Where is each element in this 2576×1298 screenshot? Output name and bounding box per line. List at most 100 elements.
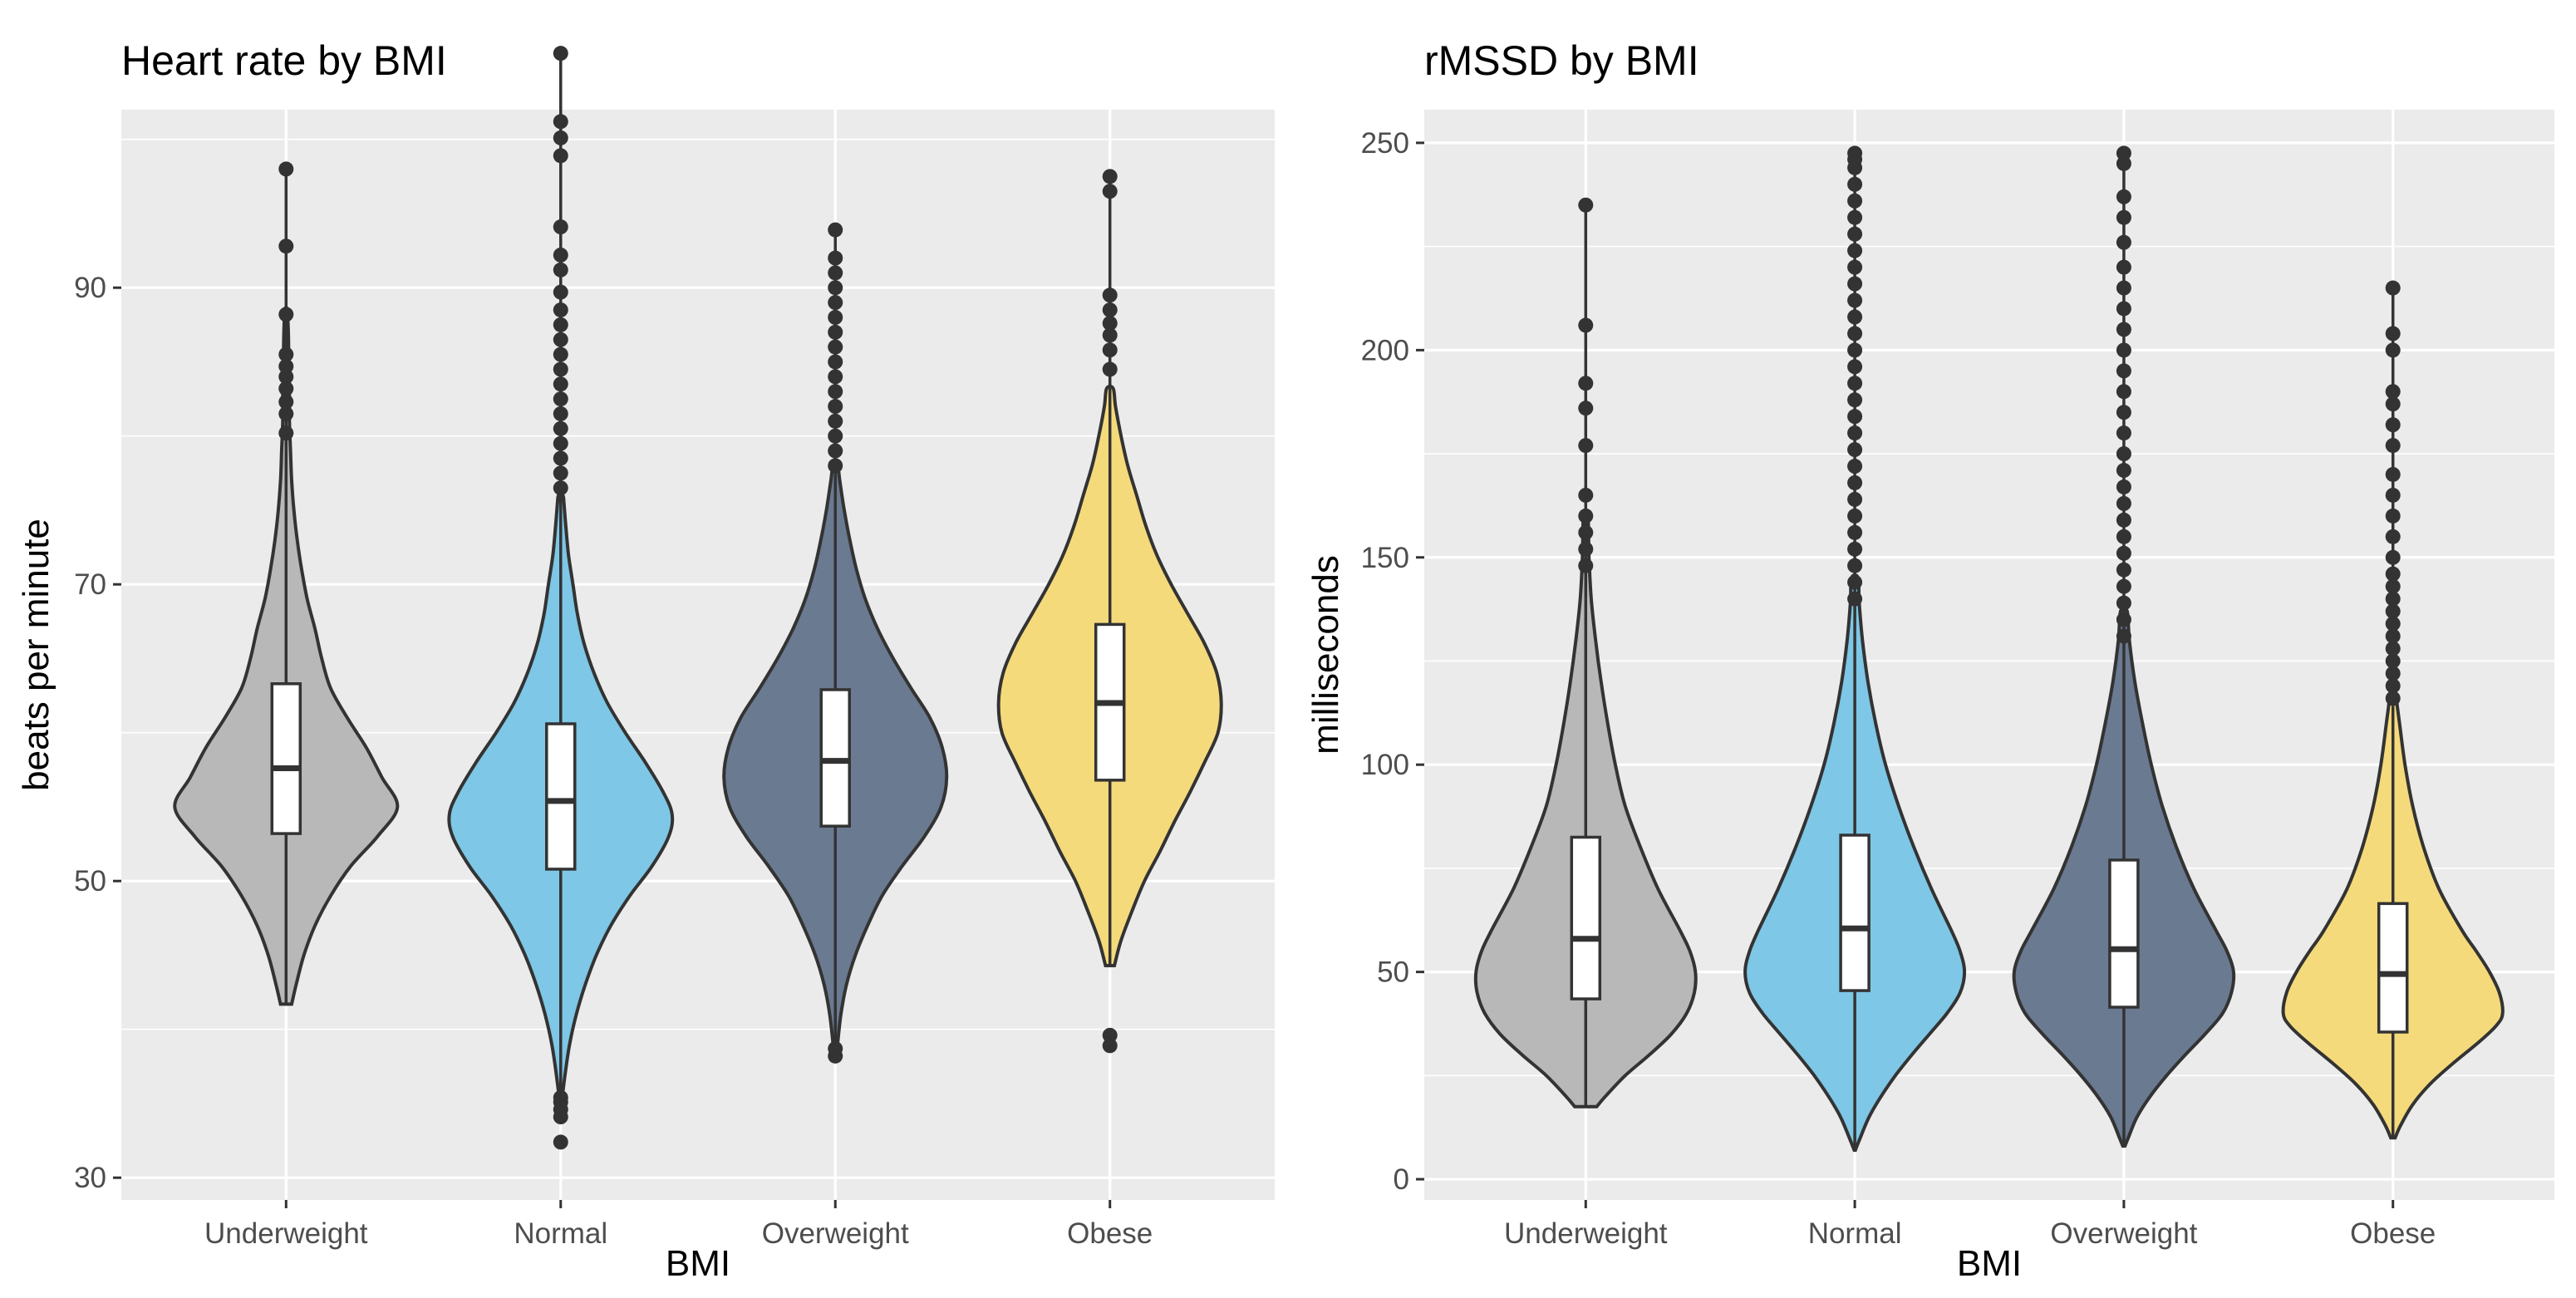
violin-group-obese <box>2281 280 2505 1140</box>
outlier-point <box>828 413 843 429</box>
x-axis-title: BMI <box>666 1243 730 1284</box>
violin-group-overweight <box>722 222 949 1064</box>
outlier-point <box>1102 1038 1118 1054</box>
x-tick-label: Obese <box>2350 1217 2436 1250</box>
outlier-point <box>278 381 294 396</box>
outlier-point <box>1847 145 1863 161</box>
outlier-point <box>2116 463 2131 479</box>
outlier-point <box>553 391 568 407</box>
outlier-point <box>2385 678 2401 694</box>
outlier-point <box>1102 169 1118 184</box>
outlier-point <box>1847 474 1863 490</box>
outlier-point <box>2116 234 2131 250</box>
outlier-point <box>1847 193 1863 209</box>
outlier-point <box>2116 301 2131 317</box>
outlier-point <box>1578 317 1594 333</box>
outlier-point <box>2385 342 2401 358</box>
outlier-point <box>553 376 568 392</box>
outlier-point <box>2385 566 2401 582</box>
outlier-point <box>828 250 843 266</box>
outlier-point <box>278 161 294 177</box>
violins <box>173 46 1223 1150</box>
outlier-point <box>278 347 294 362</box>
outlier-point <box>1578 487 1594 503</box>
y-tick-label: 0 <box>1394 1163 1409 1196</box>
y-axis-title: beats per minute <box>16 519 57 791</box>
outlier-point <box>828 280 843 296</box>
outlier-point <box>553 284 568 300</box>
outlier-point <box>1847 293 1863 308</box>
outlier-point <box>1578 401 1594 416</box>
violin-group-normal <box>447 46 675 1150</box>
violins <box>1473 145 2505 1153</box>
outlier-point <box>2116 446 2131 462</box>
outlier-point <box>1102 1027 1118 1043</box>
outlier-point <box>1578 524 1594 540</box>
chart-title: rMSSD by BMI <box>1424 37 1699 84</box>
violin-group-normal <box>1743 145 1967 1153</box>
outlier-point <box>2385 487 2401 503</box>
outlier-point <box>828 295 843 311</box>
outlier-point <box>1578 541 1594 557</box>
outlier-point <box>278 358 294 374</box>
outlier-point <box>553 247 568 263</box>
outlier-point <box>1102 342 1118 358</box>
outlier-point <box>1847 491 1863 507</box>
outlier-point <box>1847 176 1863 192</box>
outlier-point <box>828 339 843 355</box>
outlier-point <box>828 458 843 474</box>
outlier-point <box>828 399 843 415</box>
x-tick-label: Overweight <box>2050 1217 2197 1250</box>
outlier-point <box>1102 316 1118 332</box>
outlier-point <box>2385 508 2401 524</box>
box <box>2377 902 2409 1034</box>
outlier-point <box>2116 512 2131 528</box>
outlier-point <box>2385 628 2401 644</box>
outlier-point <box>1102 302 1118 317</box>
outlier-point <box>1847 309 1863 325</box>
outlier-point <box>2116 495 2131 511</box>
outlier-point <box>1847 442 1863 458</box>
y-tick-label: 90 <box>74 272 106 304</box>
y-axis: 30 50 70 90 <box>74 272 121 1194</box>
outlier-point <box>1578 508 1594 524</box>
outlier-point <box>553 450 568 466</box>
outlier-point <box>1102 184 1118 199</box>
outlier-point <box>1578 197 1594 213</box>
outlier-point <box>2385 591 2401 607</box>
box <box>1570 835 1602 1001</box>
outlier-point <box>2116 529 2131 544</box>
y-tick-label: 150 <box>1361 542 1409 574</box>
outlier-point <box>278 394 294 410</box>
chart-title: Heart rate by BMI <box>121 37 447 84</box>
outlier-point <box>2116 259 2131 275</box>
outlier-point <box>2116 322 2131 337</box>
x-tick-label: Overweight <box>762 1217 909 1250</box>
x-axis: Underweight Normal Overweight Obese <box>1504 1200 2436 1250</box>
outlier-point <box>2385 280 2401 296</box>
outlier-point <box>2116 145 2131 161</box>
y-tick-label: 200 <box>1361 334 1409 366</box>
outlier-point <box>553 46 568 61</box>
box <box>2108 858 2140 1009</box>
outlier-point <box>2116 405 2131 420</box>
outlier-point <box>278 307 294 322</box>
outlier-point <box>828 222 843 238</box>
violin-group-obese <box>996 169 1223 1054</box>
outlier-point <box>553 347 568 362</box>
outlier-point <box>278 406 294 421</box>
x-tick-label: Obese <box>1067 1217 1153 1250</box>
outlier-point <box>1847 558 1863 573</box>
outlier-point <box>553 317 568 332</box>
outlier-point <box>828 369 843 385</box>
outlier-point <box>2385 653 2401 669</box>
outlier-point <box>1578 438 1594 454</box>
outlier-point <box>2116 628 2131 644</box>
outlier-point <box>2385 384 2401 400</box>
outlier-point <box>828 309 843 325</box>
y-axis-title: milliseconds <box>1305 555 1346 755</box>
outlier-point <box>1847 459 1863 474</box>
y-tick-label: 50 <box>74 865 106 897</box>
box <box>819 688 851 828</box>
outlier-point <box>1847 359 1863 375</box>
